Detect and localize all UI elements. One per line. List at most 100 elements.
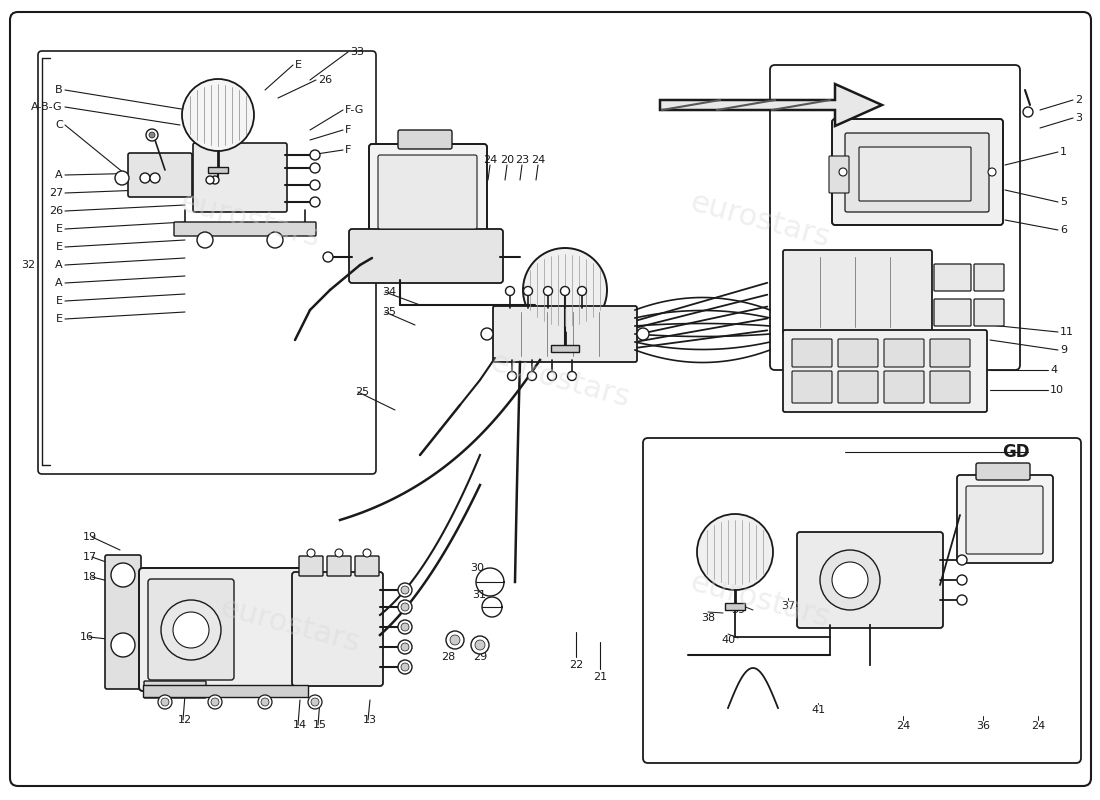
Text: 3: 3 — [1075, 113, 1082, 123]
Circle shape — [140, 173, 150, 183]
FancyBboxPatch shape — [976, 463, 1030, 480]
Text: 6: 6 — [1060, 225, 1067, 235]
Circle shape — [307, 549, 315, 557]
Text: F: F — [345, 125, 351, 135]
Text: 19: 19 — [82, 532, 97, 542]
Text: 1: 1 — [1060, 147, 1067, 157]
Text: 24: 24 — [531, 155, 546, 165]
Circle shape — [173, 612, 209, 648]
Circle shape — [310, 163, 320, 173]
FancyBboxPatch shape — [957, 475, 1053, 563]
Text: A: A — [55, 260, 63, 270]
Circle shape — [310, 180, 320, 190]
Circle shape — [197, 232, 213, 248]
Text: GD: GD — [1002, 443, 1030, 461]
Text: 31: 31 — [472, 590, 486, 600]
Text: 39: 39 — [730, 605, 745, 615]
Circle shape — [446, 631, 464, 649]
FancyBboxPatch shape — [349, 229, 503, 283]
Text: 24: 24 — [895, 721, 910, 731]
Text: F-G: F-G — [345, 105, 364, 115]
Circle shape — [363, 549, 371, 557]
Text: E: E — [56, 224, 63, 234]
Text: 29: 29 — [473, 652, 487, 662]
Text: 40: 40 — [720, 635, 735, 645]
Circle shape — [832, 562, 868, 598]
Bar — [551, 345, 579, 352]
Circle shape — [111, 563, 135, 587]
FancyBboxPatch shape — [974, 264, 1004, 291]
Text: E: E — [56, 296, 63, 306]
FancyBboxPatch shape — [144, 681, 206, 698]
Text: A: A — [55, 170, 63, 180]
Text: 34: 34 — [382, 287, 396, 297]
Circle shape — [402, 643, 409, 651]
FancyBboxPatch shape — [139, 568, 307, 691]
Circle shape — [450, 635, 460, 645]
Circle shape — [578, 286, 586, 295]
Circle shape — [471, 636, 490, 654]
Text: 26: 26 — [48, 206, 63, 216]
Text: 21: 21 — [593, 672, 607, 682]
Text: E: E — [295, 60, 302, 70]
Circle shape — [398, 640, 412, 654]
Circle shape — [1023, 107, 1033, 117]
Circle shape — [158, 695, 172, 709]
Text: 24: 24 — [1031, 721, 1045, 731]
Circle shape — [568, 371, 576, 381]
Text: 14: 14 — [293, 720, 307, 730]
Text: 22: 22 — [569, 660, 583, 670]
Text: eurostars: eurostars — [686, 567, 833, 633]
FancyBboxPatch shape — [327, 556, 351, 576]
FancyBboxPatch shape — [930, 339, 970, 367]
Bar — [208, 167, 228, 173]
FancyBboxPatch shape — [368, 144, 487, 238]
Text: 12: 12 — [178, 715, 192, 725]
FancyBboxPatch shape — [884, 371, 924, 403]
FancyBboxPatch shape — [845, 133, 989, 212]
Text: 36: 36 — [976, 721, 990, 731]
FancyBboxPatch shape — [192, 143, 287, 212]
Circle shape — [310, 197, 320, 207]
Circle shape — [528, 371, 537, 381]
FancyBboxPatch shape — [292, 572, 383, 686]
FancyBboxPatch shape — [974, 299, 1004, 326]
FancyBboxPatch shape — [884, 339, 924, 367]
Text: E: E — [56, 242, 63, 252]
Circle shape — [161, 698, 169, 706]
Circle shape — [957, 595, 967, 605]
FancyBboxPatch shape — [829, 156, 849, 193]
FancyBboxPatch shape — [104, 555, 141, 689]
Text: 15: 15 — [314, 720, 327, 730]
Circle shape — [820, 550, 880, 610]
Text: 41: 41 — [811, 705, 825, 715]
FancyBboxPatch shape — [838, 371, 878, 403]
Text: 16: 16 — [80, 632, 94, 642]
Circle shape — [548, 371, 557, 381]
Text: 23: 23 — [515, 155, 529, 165]
FancyBboxPatch shape — [39, 51, 376, 474]
Text: eurostars: eurostars — [487, 347, 634, 413]
FancyBboxPatch shape — [644, 438, 1081, 763]
Circle shape — [206, 176, 214, 184]
FancyBboxPatch shape — [930, 371, 970, 403]
Text: 9: 9 — [1060, 345, 1067, 355]
FancyBboxPatch shape — [378, 155, 477, 229]
Circle shape — [267, 232, 283, 248]
Circle shape — [111, 633, 135, 657]
Text: A: A — [55, 278, 63, 288]
Circle shape — [398, 620, 412, 634]
Circle shape — [336, 549, 343, 557]
Circle shape — [481, 328, 493, 340]
Circle shape — [522, 248, 607, 332]
Circle shape — [398, 660, 412, 674]
Text: 25: 25 — [355, 387, 370, 397]
Text: 17: 17 — [82, 552, 97, 562]
Circle shape — [258, 695, 272, 709]
Text: 32: 32 — [21, 260, 35, 270]
Circle shape — [697, 514, 773, 590]
Circle shape — [208, 695, 222, 709]
Text: eurostars: eurostars — [686, 187, 833, 253]
Circle shape — [957, 555, 967, 565]
Text: 28: 28 — [441, 652, 455, 662]
